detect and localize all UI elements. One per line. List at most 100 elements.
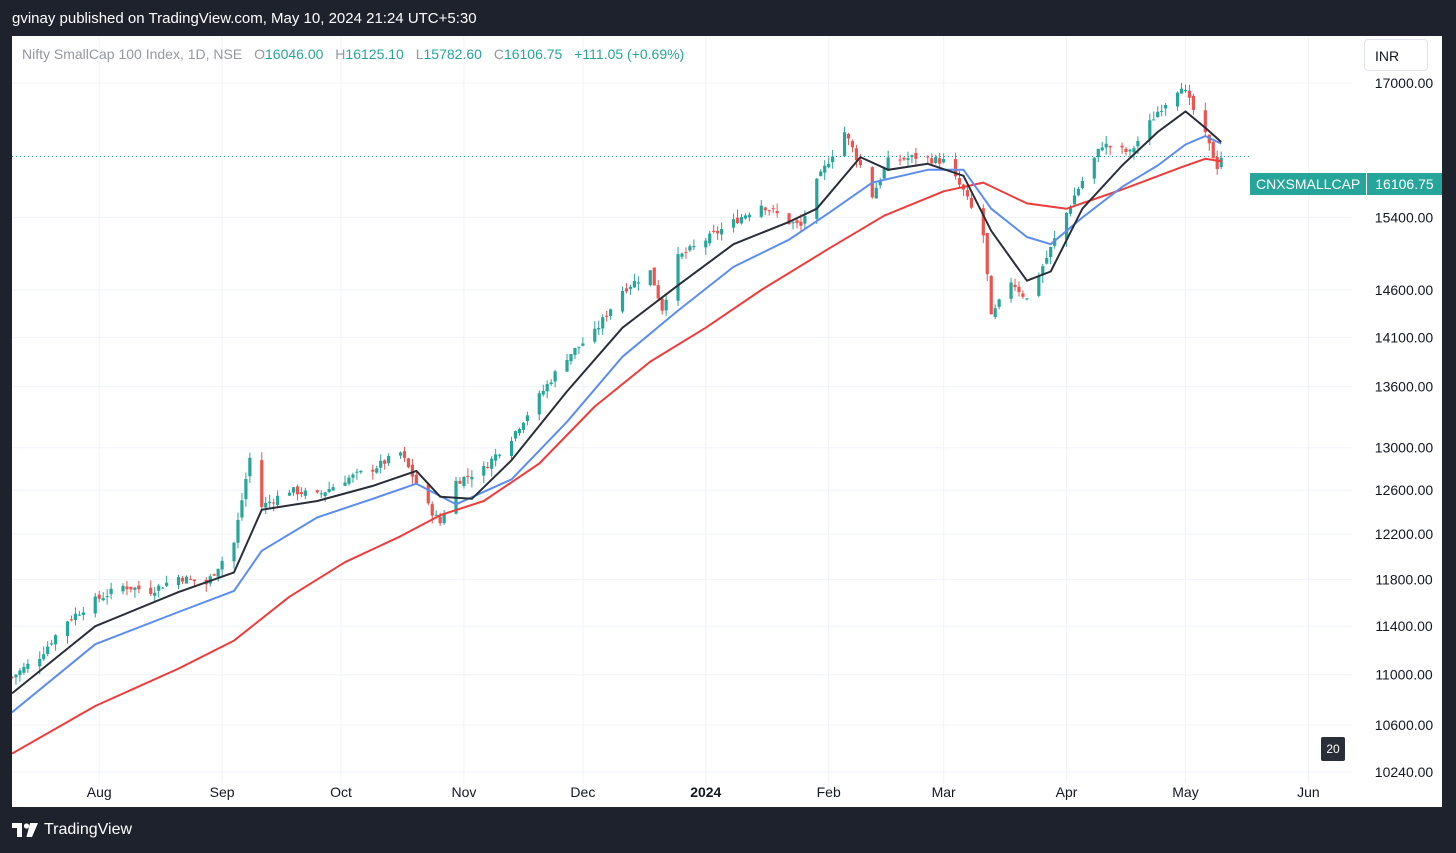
candle-body bbox=[387, 455, 391, 464]
candle-body bbox=[216, 568, 220, 577]
candle-body bbox=[26, 663, 30, 669]
candle-body bbox=[953, 159, 958, 177]
candle-body bbox=[609, 309, 613, 317]
scale-badge[interactable]: 20 bbox=[1321, 737, 1345, 761]
y-tick-label: 15400.00 bbox=[1375, 209, 1434, 225]
candle-body bbox=[1156, 111, 1160, 118]
chart-panel[interactable]: 17000.00 15400.00 14600.00 14100.00 13600.00… bbox=[12, 36, 1442, 807]
candle-body bbox=[965, 190, 970, 197]
candle-body bbox=[854, 148, 859, 161]
candle-body bbox=[771, 208, 775, 210]
candle-body bbox=[581, 343, 585, 346]
candle-body bbox=[192, 579, 196, 582]
candle-body bbox=[18, 670, 22, 676]
low-value: 15782.60 bbox=[423, 46, 482, 62]
candle-body bbox=[517, 428, 522, 434]
candle-body bbox=[1219, 157, 1223, 167]
brand-label: TradingView bbox=[44, 821, 133, 838]
candle-body bbox=[1064, 212, 1069, 240]
y-tick-label: 10240.00 bbox=[1375, 764, 1434, 780]
candle-body bbox=[993, 308, 997, 317]
candle-body bbox=[1068, 206, 1073, 214]
candle-body bbox=[482, 465, 486, 476]
candle-body bbox=[1017, 286, 1021, 293]
candle-body bbox=[874, 187, 878, 199]
y-tick-label: 11400.00 bbox=[1375, 618, 1433, 634]
candle-body bbox=[101, 598, 105, 601]
high-label: H bbox=[335, 46, 346, 62]
candle-body bbox=[1072, 195, 1077, 205]
candle-body bbox=[212, 574, 216, 576]
candle-body bbox=[1104, 143, 1108, 148]
candle-body bbox=[42, 654, 46, 660]
candle-body bbox=[1175, 92, 1180, 107]
candle-body bbox=[462, 476, 466, 487]
candle-body bbox=[438, 516, 442, 524]
candle-body bbox=[248, 457, 252, 477]
price-chart[interactable]: 17000.00 15400.00 14600.00 14100.00 13600.00… bbox=[12, 36, 1442, 807]
x-tick-label: Nov bbox=[451, 784, 476, 800]
candle-body bbox=[652, 267, 656, 286]
candle-body bbox=[97, 594, 101, 599]
candle-body bbox=[157, 585, 161, 591]
top-bar: gvinay published on TradingView.com, May… bbox=[0, 0, 1456, 36]
published-info: gvinay published on TradingView.com, May… bbox=[12, 10, 477, 27]
candle-body bbox=[898, 159, 902, 161]
candle-body bbox=[121, 585, 125, 592]
candle-body bbox=[347, 477, 351, 484]
candle-body bbox=[220, 560, 224, 570]
candle-body bbox=[46, 646, 50, 654]
x-tick-label: Aug bbox=[87, 784, 112, 800]
candle-body bbox=[466, 476, 470, 478]
candle-body bbox=[684, 252, 688, 254]
candle-body bbox=[842, 132, 847, 157]
candle-body bbox=[521, 422, 526, 430]
candle-body bbox=[513, 431, 518, 439]
candle-body bbox=[656, 285, 660, 299]
candle-body bbox=[54, 635, 58, 645]
candle-body bbox=[458, 480, 462, 484]
candle-body bbox=[351, 474, 355, 478]
candle-body bbox=[129, 586, 133, 590]
candle-body bbox=[434, 514, 438, 516]
candle-body bbox=[934, 157, 938, 163]
candle-body bbox=[287, 492, 292, 496]
candle-body bbox=[430, 504, 434, 516]
candle-body bbox=[577, 346, 581, 348]
candle-body bbox=[498, 454, 502, 456]
candle-body bbox=[632, 280, 637, 288]
candle-body bbox=[264, 502, 268, 508]
candle-body bbox=[537, 393, 541, 415]
candle-body bbox=[799, 221, 803, 226]
candle-body bbox=[50, 643, 54, 645]
candle-body bbox=[236, 519, 240, 543]
x-tick-label: 2024 bbox=[690, 784, 721, 800]
candle-body bbox=[569, 354, 573, 362]
candle-body bbox=[688, 246, 692, 251]
candle-body bbox=[1187, 90, 1192, 98]
candle-body bbox=[902, 157, 906, 160]
candle-body bbox=[1120, 145, 1124, 148]
ema-mid-line bbox=[12, 135, 1222, 714]
candle-body bbox=[989, 275, 993, 315]
candle-body bbox=[731, 219, 736, 228]
candle-body bbox=[1183, 90, 1188, 92]
candle-body bbox=[1037, 276, 1041, 296]
candle-body bbox=[355, 471, 359, 473]
last-price-tag: CNXSMALLCAP 16106.75 bbox=[1250, 173, 1442, 195]
currency-button[interactable]: INR bbox=[1364, 39, 1428, 71]
tradingview-brand[interactable]: TradingView bbox=[12, 821, 132, 839]
y-tick-label: 11000.00 bbox=[1375, 667, 1433, 683]
candle-body bbox=[763, 207, 767, 211]
y-tick-label: 14100.00 bbox=[1375, 329, 1434, 345]
candle-body bbox=[1211, 141, 1215, 159]
candle-body bbox=[660, 298, 664, 311]
candle-body bbox=[414, 474, 418, 484]
candle-body bbox=[494, 454, 498, 461]
candle-body bbox=[759, 205, 763, 217]
candle-body bbox=[105, 596, 109, 598]
candle-body bbox=[165, 582, 169, 586]
candle-body bbox=[692, 246, 696, 248]
candle-body bbox=[620, 290, 625, 312]
candle-body bbox=[125, 586, 129, 590]
